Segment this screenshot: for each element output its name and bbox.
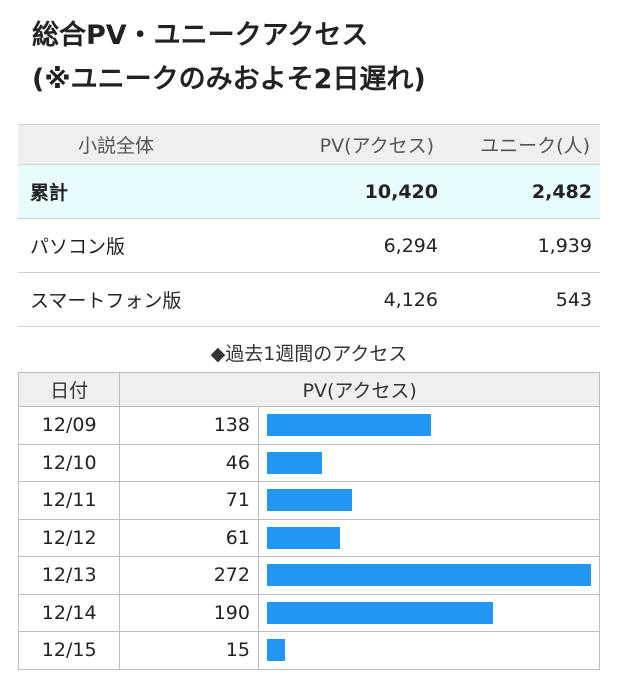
summary-table: 小説全体 PV(アクセス) ユニーク(人) 累計 10,420 2,482 パソ…: [18, 124, 600, 327]
data-label-pv: 15: [119, 631, 259, 670]
weekly-header-row: 日付 PV(アクセス): [17, 372, 600, 407]
page-title: 総合PV・ユニークアクセス (※ユニークのみおよそ2日遅れ): [32, 14, 426, 102]
bar-cell: [257, 556, 601, 595]
summary-row-total: 累計 10,420 2,482: [18, 164, 600, 219]
data-label-pv: 190: [119, 593, 259, 632]
tick-label-date: 12/11: [17, 481, 121, 520]
data-label-pv: 46: [119, 443, 259, 482]
bar-cell: [257, 631, 601, 670]
summary-row-smartphone: スマートフォン版 4,126 543: [18, 272, 600, 327]
summary-label: スマートフォン版: [18, 272, 214, 327]
summary-pv-value: 10,420: [214, 164, 446, 219]
weekly-header-date: 日付: [17, 372, 121, 407]
bar: [266, 414, 431, 437]
weekly-row: 12/10 46: [17, 443, 601, 482]
bar-track: [266, 489, 591, 512]
summary-pv-value: 6,294: [214, 218, 446, 273]
title-line-1: 総合PV・ユニークアクセス: [32, 20, 369, 51]
summary-label: 累計: [18, 164, 214, 219]
data-label-pv: 138: [119, 406, 259, 445]
summary-label: パソコン版: [18, 218, 214, 273]
weekly-row: 12/12 61: [17, 518, 601, 557]
bar-track: [266, 639, 591, 662]
summary-row-pc: パソコン版 6,294 1,939: [18, 218, 600, 273]
bar-track: [266, 526, 591, 549]
tick-label-date: 12/09: [17, 406, 121, 445]
tick-label-date: 12/13: [17, 556, 121, 595]
data-label-pv: 61: [119, 518, 259, 557]
bar: [266, 489, 352, 512]
weekly-body: 12/09 138 12/10 46 12/11 71 12/12 61 12/13 272 12/…: [17, 406, 601, 670]
bar-cell: [257, 406, 601, 445]
data-label-pv: 71: [119, 481, 259, 520]
bar-cell: [257, 518, 601, 557]
data-label-pv: 272: [119, 556, 259, 595]
summary-header-pv: PV(アクセス): [214, 124, 446, 165]
bar-track: [266, 601, 591, 624]
summary-header-scope: 小説全体: [18, 124, 214, 165]
weekly-access-chart: 日付 PV(アクセス) 12/09 138 12/10 46 12/11 71 12/12 6…: [17, 372, 601, 670]
weekly-row: 12/15 15: [17, 631, 601, 670]
weekly-row: 12/14 190: [17, 593, 601, 632]
bar-track: [266, 414, 591, 437]
bar-track: [266, 451, 591, 474]
bar: [266, 526, 340, 549]
bar-cell: [257, 481, 601, 520]
tick-label-date: 12/12: [17, 518, 121, 557]
bar-cell: [257, 593, 601, 632]
weekly-header-pv: PV(アクセス): [119, 372, 600, 407]
tick-label-date: 12/15: [17, 631, 121, 670]
tick-label-date: 12/14: [17, 593, 121, 632]
bar: [266, 451, 322, 474]
bar: [266, 601, 493, 624]
summary-unique-value: 543: [446, 272, 600, 327]
weekly-chart-title: ◆過去1週間のアクセス: [210, 343, 408, 365]
tick-label-date: 12/10: [17, 443, 121, 482]
summary-pv-value: 4,126: [214, 272, 446, 327]
summary-header-unique: ユニーク(人): [446, 124, 600, 165]
bar-cell: [257, 443, 601, 482]
bar-track: [266, 564, 591, 587]
summary-unique-value: 1,939: [446, 218, 600, 273]
weekly-row: 12/11 71: [17, 481, 601, 520]
title-line-2: (※ユニークのみおよそ2日遅れ): [32, 64, 426, 95]
bar: [266, 564, 591, 587]
weekly-row: 12/09 138: [17, 406, 601, 445]
bar: [266, 639, 285, 662]
weekly-row: 12/13 272: [17, 556, 601, 595]
summary-header-row: 小説全体 PV(アクセス) ユニーク(人): [18, 124, 600, 165]
summary-unique-value: 2,482: [446, 164, 600, 219]
